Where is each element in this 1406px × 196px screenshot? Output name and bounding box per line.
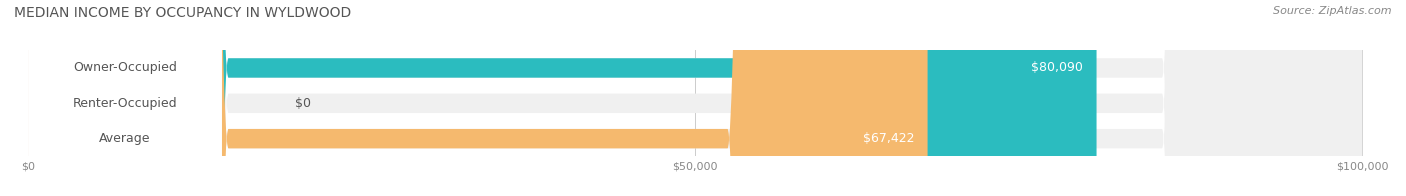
Text: Average: Average bbox=[100, 132, 150, 145]
FancyBboxPatch shape bbox=[28, 0, 1362, 196]
Text: Owner-Occupied: Owner-Occupied bbox=[73, 62, 177, 74]
Text: MEDIAN INCOME BY OCCUPANCY IN WYLDWOOD: MEDIAN INCOME BY OCCUPANCY IN WYLDWOOD bbox=[14, 6, 352, 20]
FancyBboxPatch shape bbox=[28, 0, 222, 196]
FancyBboxPatch shape bbox=[28, 0, 928, 196]
Text: Source: ZipAtlas.com: Source: ZipAtlas.com bbox=[1274, 6, 1392, 16]
Text: $80,090: $80,090 bbox=[1032, 62, 1083, 74]
Text: $0: $0 bbox=[295, 97, 311, 110]
FancyBboxPatch shape bbox=[28, 0, 96, 196]
FancyBboxPatch shape bbox=[28, 0, 1362, 196]
FancyBboxPatch shape bbox=[28, 0, 1097, 196]
Text: Renter-Occupied: Renter-Occupied bbox=[73, 97, 177, 110]
FancyBboxPatch shape bbox=[28, 0, 1362, 196]
FancyBboxPatch shape bbox=[28, 0, 222, 196]
Text: $67,422: $67,422 bbox=[863, 132, 914, 145]
FancyBboxPatch shape bbox=[28, 0, 222, 196]
